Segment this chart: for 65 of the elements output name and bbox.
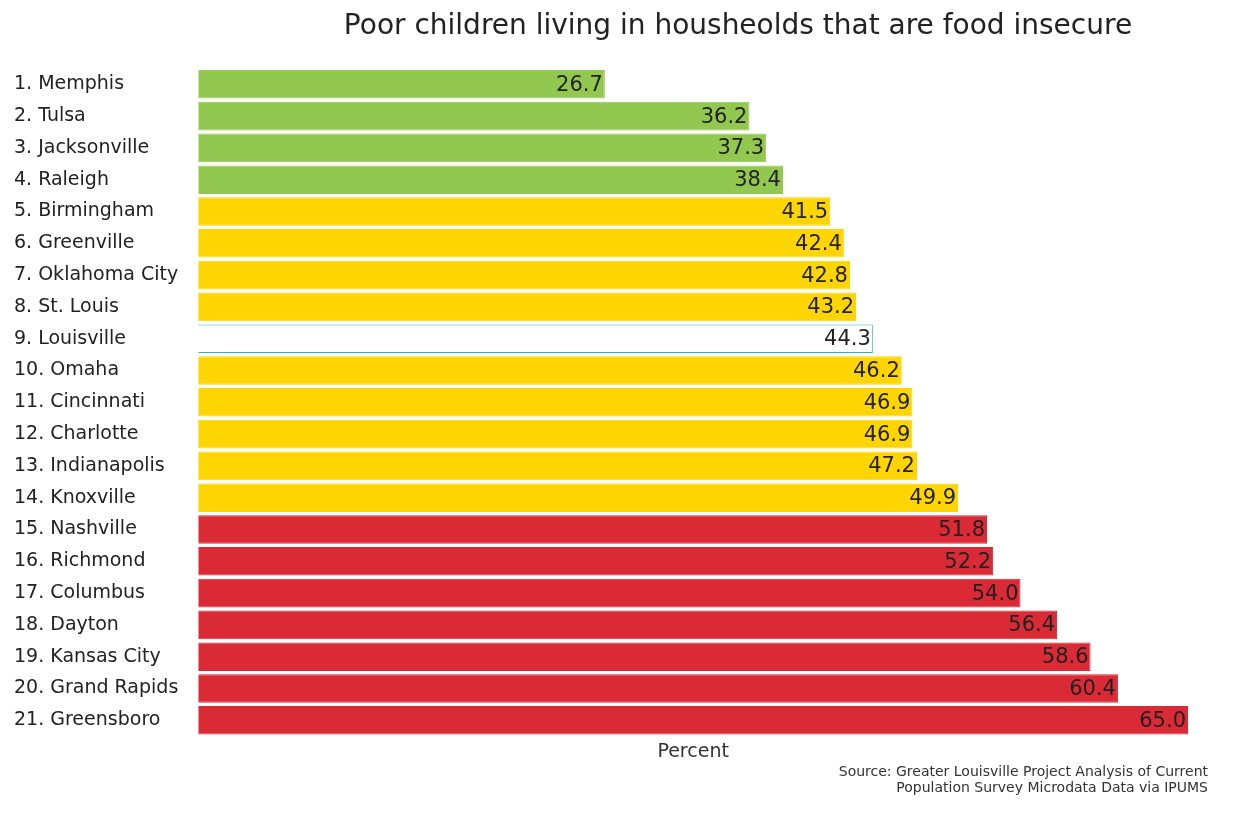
chart-title: Poor children living in housheolds that are food insecure <box>342 8 1134 41</box>
bar <box>198 101 750 131</box>
data-label: 26.7 <box>556 71 603 96</box>
bar <box>198 197 831 226</box>
y-tick-label: 13. Indianapolis <box>14 452 165 475</box>
y-tick-label: 12. Charlotte <box>14 421 139 444</box>
bar <box>198 674 1118 703</box>
bar <box>198 69 605 99</box>
y-tick-label: 20. Grand Rapids <box>14 675 179 698</box>
data-label: 44.3 <box>824 326 871 351</box>
data-label: 52.2 <box>944 548 992 573</box>
data-label: 49.9 <box>909 485 957 510</box>
bar <box>198 356 902 385</box>
y-tick-label: 5. Birmingham <box>14 198 155 221</box>
y-tick-label: 16. Richmond <box>14 548 146 571</box>
y-tick-label: 3. Jacksonville <box>14 134 150 157</box>
data-label: 37.3 <box>717 135 765 160</box>
data-label: 46.2 <box>852 357 900 382</box>
bar <box>198 515 988 544</box>
y-tick-label: 17. Columbus <box>14 580 145 603</box>
y-tick-label: 6. Greenville <box>14 230 135 253</box>
bar <box>198 451 917 481</box>
y-tick-label: 7. Oklahoma City <box>14 262 179 285</box>
bar <box>198 546 994 576</box>
y-tick-label: 4. Raleigh <box>14 166 109 189</box>
data-label: 42.8 <box>801 262 848 287</box>
data-label: 41.5 <box>781 198 829 223</box>
y-tick-label: 2. Tulsa <box>14 103 86 126</box>
bar <box>198 292 857 322</box>
data-label: 47.2 <box>868 453 915 478</box>
y-tick-label: 10. Omaha <box>14 357 120 380</box>
bar <box>198 228 844 258</box>
y-tick-label: 1. Memphis <box>14 71 125 94</box>
source-note: Source: Greater Louisville Project Analysis of Current Population Survey Microdata Data via IPUMS <box>837 763 1208 795</box>
data-label: 46.9 <box>863 421 911 446</box>
bar <box>198 642 1091 672</box>
bar <box>198 578 1021 608</box>
y-tick-label: 11. Cincinnati <box>14 389 146 412</box>
data-label: 43.2 <box>807 294 855 319</box>
data-label: 60.4 <box>1069 675 1116 700</box>
bar <box>198 165 783 195</box>
bar <box>198 260 850 290</box>
bar <box>198 133 767 163</box>
data-label: 51.8 <box>938 516 986 541</box>
data-label: 54.0 <box>971 580 1019 605</box>
bar <box>198 419 913 449</box>
bar <box>198 483 959 513</box>
y-tick-label: 14. Knoxville <box>14 484 136 507</box>
y-tick-label: 19. Kansas City <box>14 643 161 666</box>
y-tick-label: 21. Greensboro <box>14 707 161 730</box>
data-label: 38.4 <box>734 167 781 192</box>
y-tick-label: 9. Louisville <box>14 325 127 348</box>
bar <box>198 705 1188 735</box>
data-label: 65.0 <box>1139 707 1186 732</box>
data-label: 42.4 <box>795 230 842 255</box>
data-label: 56.4 <box>1008 612 1056 637</box>
y-tick-label: 15. Nashville <box>14 516 137 539</box>
data-label: 46.9 <box>863 389 911 414</box>
y-tick-label: 18. Dayton <box>14 611 119 634</box>
bar <box>198 387 913 417</box>
x-axis-title: Percent <box>657 738 729 761</box>
data-label: 58.6 <box>1041 644 1089 669</box>
data-label: 36.2 <box>700 103 748 128</box>
bar <box>198 610 1058 640</box>
y-tick-label: 8. St. Louis <box>14 293 119 316</box>
